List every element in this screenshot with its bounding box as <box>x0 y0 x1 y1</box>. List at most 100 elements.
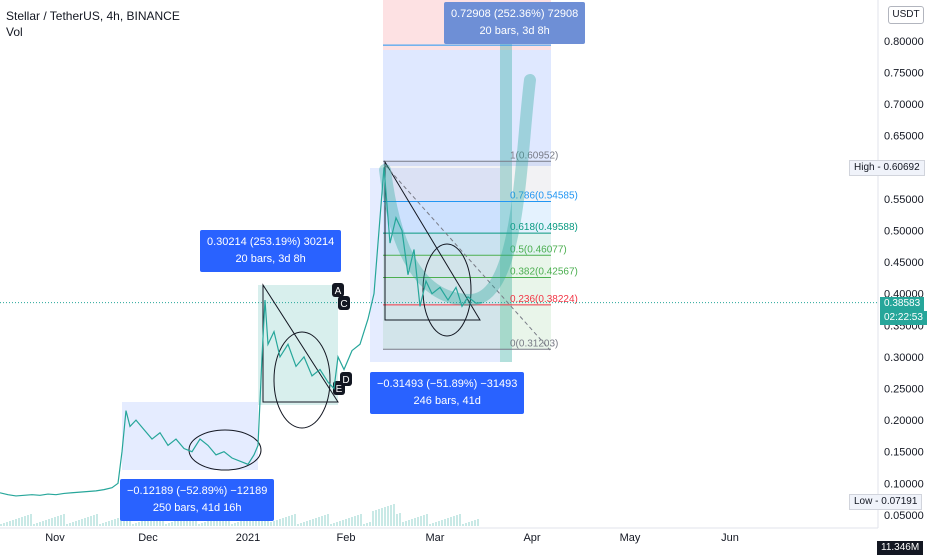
volume-bar <box>327 514 329 526</box>
measure-box-3-line1: −0.31493 (−51.89%) −31493 <box>377 378 518 390</box>
volume-bar <box>114 519 116 526</box>
fib-level-label: 0.382(0.42567) <box>510 266 578 277</box>
measure-box-2-line2: 250 bars, 41d 16h <box>152 502 242 514</box>
volume-bar <box>456 515 458 526</box>
circle-pattern-1 <box>273 331 331 429</box>
volume-bar <box>111 520 113 526</box>
projection-arrow <box>379 74 536 307</box>
volume-bar <box>411 519 413 526</box>
time-tick-label: Dec <box>138 532 158 544</box>
volume-bar <box>423 515 425 526</box>
volume-bar <box>219 517 221 526</box>
volume-bar <box>399 513 401 526</box>
low-tag-value: 0.07191 <box>881 496 918 507</box>
volume-bar <box>468 522 470 526</box>
price-tick-label: 0.55000 <box>884 194 924 206</box>
fib-level-label: 0.5(0.46077) <box>510 244 567 255</box>
price-tick-label: 0.20000 <box>884 415 924 427</box>
price-line <box>0 167 483 497</box>
volume-bar <box>234 523 236 526</box>
measure-box-3[interactable]: −0.31493 (−51.89%) −31493 246 bars, 41d <box>370 372 525 414</box>
volume-bar <box>57 516 59 526</box>
volume-bar <box>270 522 272 526</box>
volume-bar <box>312 519 314 526</box>
volume-bar <box>342 520 344 526</box>
volume-bar <box>414 518 416 526</box>
volume-bar <box>12 520 14 526</box>
volume-bar <box>393 504 395 526</box>
measure-box-1[interactable]: 0.30214 (253.19%) 30214 20 bars, 3d 8h <box>200 230 342 272</box>
fib-level-label: 0(0.31203) <box>510 338 558 349</box>
volume-bar <box>408 520 410 526</box>
volume-bar <box>189 516 191 526</box>
volume-bar <box>177 520 179 526</box>
volume-bar <box>93 515 95 526</box>
measure-box-1-line2: 20 bars, 3d 8h <box>235 253 306 265</box>
volume-bar <box>333 523 335 526</box>
volume-bar <box>405 521 407 526</box>
price-tick-label: 0.45000 <box>884 257 924 269</box>
circle-pattern-2 <box>422 243 472 337</box>
countdown-tag: 02:22:53 <box>880 311 927 325</box>
volume-bar <box>435 522 437 526</box>
pattern-marker-label: A <box>335 286 342 297</box>
fib-level-label: 1(0.60952) <box>510 150 558 161</box>
price-tick-label: 0.70000 <box>884 99 924 111</box>
pattern-marker-label: E <box>336 384 343 395</box>
volume-bar <box>147 519 149 526</box>
high-tag: High - 0.60692 <box>849 160 925 176</box>
price-tick-label: 0.05000 <box>884 510 924 522</box>
fib-band <box>383 161 551 202</box>
volume-bar <box>372 511 374 526</box>
measure-box-4-line1: 0.72908 (252.36%) 72908 <box>451 8 579 20</box>
pattern-marker <box>332 283 344 297</box>
volume-bar <box>375 510 377 526</box>
volume-bar <box>249 518 251 526</box>
volume-bar <box>171 522 173 526</box>
volume-bar <box>441 520 443 526</box>
volume-bar <box>273 521 275 526</box>
time-tick-label: Mar <box>426 532 445 544</box>
measure-box-2[interactable]: −0.12189 (−52.89%) −12189 250 bars, 41d … <box>120 479 275 521</box>
fib-band <box>383 201 551 234</box>
volume-bar <box>240 521 242 526</box>
volume-bar <box>27 515 29 526</box>
volume-bar <box>141 521 143 526</box>
volume-bar <box>174 521 176 526</box>
volume-bar <box>18 518 20 526</box>
volume-bar <box>276 520 278 526</box>
volume-bar <box>243 520 245 526</box>
volume-bar <box>417 517 419 526</box>
volume-bar <box>81 519 83 526</box>
volume-bar <box>354 516 356 526</box>
volume-bar <box>54 517 56 526</box>
volume-bar <box>165 524 167 526</box>
volume-bar <box>477 519 479 526</box>
volume-bar <box>369 522 371 526</box>
volume-bar <box>339 521 341 526</box>
pattern-marker-label: C <box>340 299 347 310</box>
volume-bar <box>465 523 467 526</box>
high-tag-value: 0.60692 <box>883 162 920 173</box>
time-tick-label: Feb <box>337 532 356 544</box>
volume-bar <box>51 518 53 526</box>
volume-bar <box>153 517 155 526</box>
volume-bar <box>84 518 86 526</box>
last-price-tag: 0.38583 <box>880 297 925 311</box>
measure-box-4[interactable]: 0.72908 (252.36%) 72908 20 bars, 3d 8h <box>444 2 586 44</box>
volume-bar <box>0 524 2 526</box>
volume-bar <box>210 520 212 526</box>
volume-bar <box>132 524 134 526</box>
volume-bar <box>378 509 380 526</box>
volume-bar <box>351 517 353 526</box>
projection-dashed <box>384 164 551 351</box>
currency-button[interactable]: USDT <box>888 6 924 24</box>
volume-bar <box>345 519 347 526</box>
measure-box-4-line2: 20 bars, 3d 8h <box>479 25 550 37</box>
fib-level-label: 0.236(0.38224) <box>510 294 578 305</box>
volume-bar <box>444 519 446 526</box>
volume-bar <box>105 522 107 526</box>
price-tick-label: 0.25000 <box>884 384 924 396</box>
measure-box-3-line2: 246 bars, 41d <box>413 395 481 407</box>
